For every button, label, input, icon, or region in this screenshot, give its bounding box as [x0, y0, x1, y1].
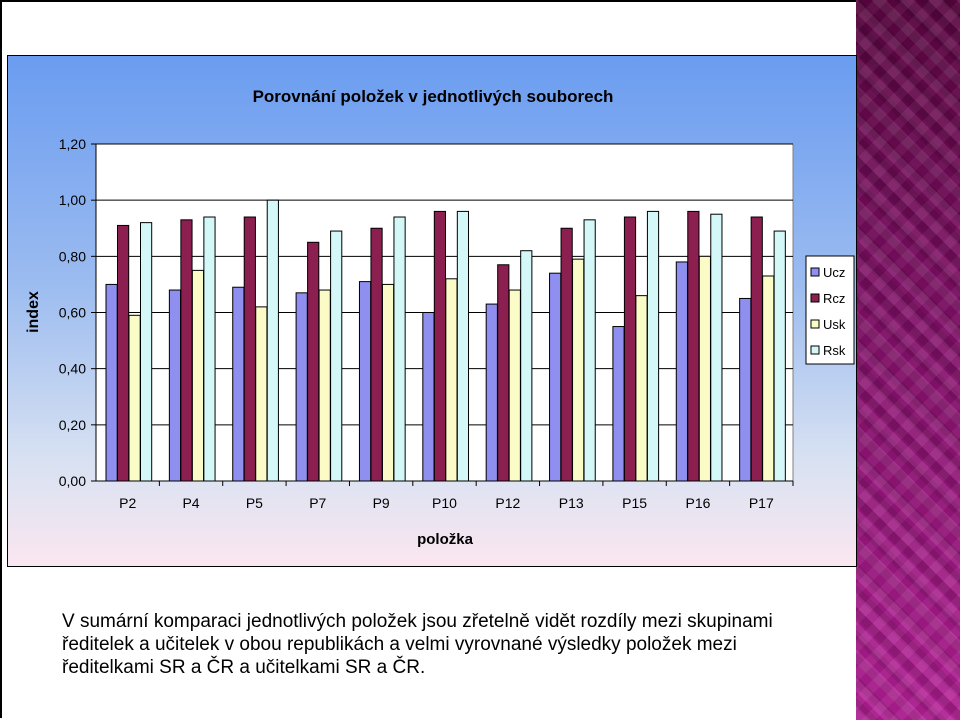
bar-ucz-p13: [549, 272, 562, 482]
bar-ucz-p4: [168, 289, 182, 482]
x-tick-label: P5: [246, 495, 263, 511]
bar-rcz-p17: [750, 216, 763, 482]
bar-rcz-p10: [433, 210, 447, 482]
bar-rcz-p4: [180, 219, 193, 482]
x-tick-label: P16: [685, 495, 710, 511]
bar-rcz-p7: [307, 241, 320, 482]
bar-ucz-p16: [675, 261, 688, 482]
caption-line-1: V sumární komparaci jednotlivých položek…: [62, 611, 773, 632]
legend-label-rcz: Rcz: [823, 291, 845, 306]
x-tick-label: P7: [309, 495, 326, 511]
bar-rsk-p4: [203, 216, 216, 482]
bar-usk-p10: [445, 278, 458, 482]
chart-area: 0,00 0,20 0,40 0,60 0,80 1,00 1,20 P2 P4 P5 P7 P9 P1…: [7, 55, 857, 567]
bar-rsk-p17: [773, 230, 786, 482]
decorative-side-bar: [856, 0, 960, 720]
bar-rcz-p13: [560, 227, 573, 482]
bar-ucz-p10: [422, 312, 435, 482]
bar-rsk-p10: [456, 210, 470, 482]
legend-label-usk: Usk: [823, 317, 846, 332]
bar-rcz-p2: [117, 224, 130, 482]
bar-rcz-p12: [497, 264, 510, 482]
y-tick-label: 1,00: [59, 192, 86, 208]
y-tick-label: 1,20: [59, 136, 86, 152]
bar-ucz-p15: [612, 326, 625, 482]
bar-usk-p17: [762, 275, 775, 482]
legend-label-rsk: Rsk: [823, 343, 846, 358]
x-tick-label: P4: [182, 495, 199, 511]
legend-swatch-usk: [810, 319, 820, 329]
bar-ucz-p9: [358, 281, 372, 482]
bar-ucz-p2: [105, 283, 118, 482]
slide-border: [0, 0, 856, 718]
bar-usk-p7: [318, 289, 331, 482]
bar-chart: 0,00 0,20 0,40 0,60 0,80 1,00 1,20 P2 P4 P5 P7 P9 P1…: [25, 87, 855, 548]
bar-rsk-p15: [646, 210, 660, 482]
bar-ucz-p7: [295, 292, 308, 482]
bar-rsk-p16: [710, 213, 723, 482]
bar-ucz-p12: [485, 303, 498, 482]
bar-rsk-p7: [330, 230, 343, 482]
bar-usk-p16: [698, 255, 711, 482]
bar-rsk-p9: [393, 216, 406, 482]
bar-usk-p4: [191, 269, 205, 482]
x-tick-label: P9: [373, 495, 390, 511]
legend-swatch-ucz: [810, 267, 820, 277]
bar-rcz-p16: [687, 210, 700, 482]
y-tick-label: 0,80: [59, 248, 86, 264]
bar-rcz-p5: [243, 216, 256, 482]
bar-usk-p9: [381, 283, 395, 482]
caption-line-2: ředitelek a učitelek v obou republikách …: [62, 634, 737, 655]
bar-rsk-p13: [583, 219, 596, 482]
x-tick-label: P2: [119, 495, 136, 511]
x-axis-label: položka: [417, 531, 473, 548]
side-bar-pattern: [856, 0, 960, 720]
x-tick-label: P15: [622, 495, 647, 511]
bar-usk-p2: [128, 314, 141, 482]
x-tick-label: P17: [749, 495, 774, 511]
x-tick-label: P10: [432, 495, 457, 511]
legend-swatch-rcz: [810, 293, 820, 303]
bar-rsk-p12: [520, 250, 533, 482]
slide-caption: V sumární komparaci jednotlivých položek…: [62, 610, 862, 679]
bar-usk-p5: [255, 306, 268, 482]
x-tick-label: P12: [495, 495, 520, 511]
bar-usk-p13: [572, 258, 585, 482]
bar-rcz-p15: [623, 216, 637, 482]
bar-rsk-p5: [266, 199, 279, 482]
bar-usk-p15: [635, 295, 648, 482]
y-tick-label: 0,00: [59, 473, 86, 489]
caption-line-3: ředitelkami SR a ČR a učitelkami SR a ČR…: [62, 657, 426, 678]
y-tick-label: 0,60: [59, 305, 86, 321]
y-tick-label: 0,40: [59, 361, 86, 377]
y-tick-label: 0,20: [59, 417, 86, 433]
y-axis-label: index: [25, 291, 42, 333]
bar-usk-p12: [508, 289, 521, 482]
chart-title: Porovnání položek v jednotlivých soubore…: [253, 87, 614, 106]
bar-ucz-p5: [232, 286, 245, 482]
legend-swatch-rsk: [810, 345, 820, 355]
x-tick-label: P13: [559, 495, 584, 511]
bar-rsk-p2: [140, 222, 153, 482]
legend-label-ucz: Ucz: [823, 265, 845, 280]
bar-ucz-p17: [739, 297, 752, 482]
bar-rcz-p9: [370, 227, 383, 482]
